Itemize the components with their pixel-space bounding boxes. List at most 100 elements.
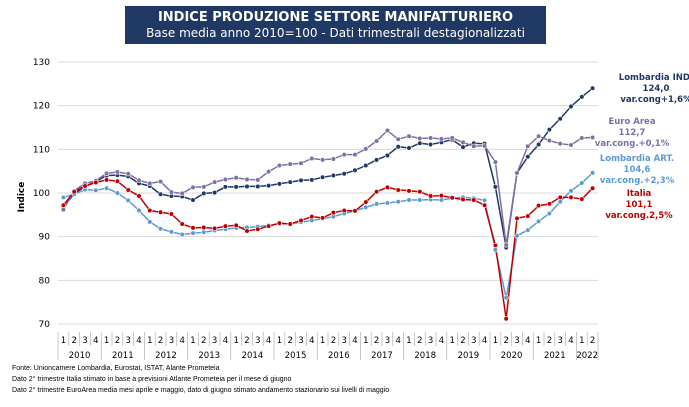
x-quarter-label: 1 (320, 336, 325, 346)
data-point (60, 206, 67, 213)
data-point (287, 179, 293, 185)
x-quarter-label: 4 (568, 336, 573, 346)
x-quarter-label: 3 (341, 336, 346, 346)
x-quarter-label: 4 (136, 336, 141, 346)
data-point (579, 180, 585, 186)
data-point (147, 207, 153, 214)
data-point (158, 179, 164, 185)
data-point (287, 221, 293, 227)
data-point (417, 197, 423, 203)
x-quarter-label: 3 (514, 336, 519, 346)
data-point (568, 142, 574, 148)
data-point (287, 161, 293, 167)
data-point (320, 215, 326, 221)
data-point (125, 187, 131, 193)
data-point (384, 200, 391, 206)
data-point (471, 197, 477, 203)
x-quarter-label: 4 (395, 336, 400, 346)
data-point (298, 160, 304, 166)
series-line (63, 172, 594, 298)
data-point (103, 177, 110, 183)
x-quarter-label: 2 (374, 336, 379, 346)
data-point (201, 229, 207, 235)
data-point (395, 136, 401, 142)
data-point (158, 226, 164, 232)
data-point (201, 184, 207, 190)
data-point (546, 210, 553, 217)
data-point (406, 188, 412, 194)
data-point (233, 184, 239, 190)
data-point (266, 182, 272, 189)
data-point (492, 159, 499, 165)
data-point (438, 136, 445, 142)
data-point (341, 151, 347, 158)
data-point (384, 127, 391, 134)
x-quarter-label: 4 (266, 336, 271, 346)
data-point (374, 189, 380, 195)
data-point (482, 202, 488, 208)
y-axis-label: Indice (17, 182, 27, 213)
x-quarter-label: 3 (255, 336, 260, 346)
x-quarter-label: 2 (331, 336, 336, 346)
data-point (158, 191, 164, 197)
x-quarter-label: 2 (244, 336, 249, 346)
data-point (352, 167, 358, 173)
data-point (589, 170, 596, 176)
data-point (568, 194, 574, 200)
data-point (589, 185, 596, 191)
data-point (190, 230, 196, 236)
data-point (363, 146, 369, 152)
data-point (557, 116, 563, 122)
series-end-label: Italia (627, 189, 652, 199)
data-point (525, 227, 531, 233)
x-quarter-label: 3 (82, 336, 87, 346)
data-point (471, 143, 477, 149)
x-quarter-label: 1 (277, 336, 282, 346)
data-point (428, 141, 434, 148)
data-point (244, 228, 250, 234)
x-quarter-label: 2 (547, 336, 552, 346)
x-quarter-label: 3 (428, 336, 433, 346)
series-end-label: 112,7 (619, 128, 646, 138)
series-end-label: var.cong+1,6% (620, 95, 689, 105)
x-quarter-label: 3 (212, 336, 217, 346)
y-tick-label: 100 (33, 189, 50, 199)
data-point (136, 177, 142, 183)
data-point (136, 193, 142, 199)
data-point (535, 203, 542, 209)
data-point (93, 187, 99, 193)
x-quarter-label: 1 (147, 336, 152, 346)
x-quarter-label: 3 (385, 336, 390, 346)
y-axis-ticks: 70 80 90 100 110 120 130 (33, 58, 50, 330)
series-line (62, 87, 594, 248)
data-point (460, 196, 466, 203)
x-quarter-label: 4 (93, 336, 98, 346)
x-year-label: 2013 (198, 351, 220, 360)
x-quarter-label: 4 (439, 336, 444, 346)
series-end-label: var.cong.+2,3% (600, 176, 675, 186)
data-point (147, 219, 153, 225)
x-year-label: 2015 (285, 351, 307, 360)
x-quarter-label: 2 (201, 336, 206, 346)
data-point (546, 137, 553, 144)
y-tick-label: 110 (33, 145, 50, 155)
x-quarter-label: 2 (287, 336, 292, 346)
data-point (255, 183, 261, 190)
x-quarter-label: 2 (503, 336, 508, 346)
x-quarter-label: 1 (104, 336, 109, 346)
data-point (233, 175, 239, 181)
x-quarter-label: 2 (115, 336, 120, 346)
data-point (309, 177, 315, 183)
data-point (309, 155, 315, 162)
x-quarter-label: 4 (179, 336, 184, 346)
x-quarter-label: 1 (61, 336, 66, 346)
data-point (428, 193, 434, 199)
data-point (503, 242, 509, 248)
data-point (103, 185, 110, 191)
data-point (395, 199, 401, 205)
x-year-label: 2017 (371, 351, 393, 360)
data-point (82, 183, 88, 189)
x-quarter-label: 2 (460, 336, 465, 346)
data-point (212, 179, 218, 185)
